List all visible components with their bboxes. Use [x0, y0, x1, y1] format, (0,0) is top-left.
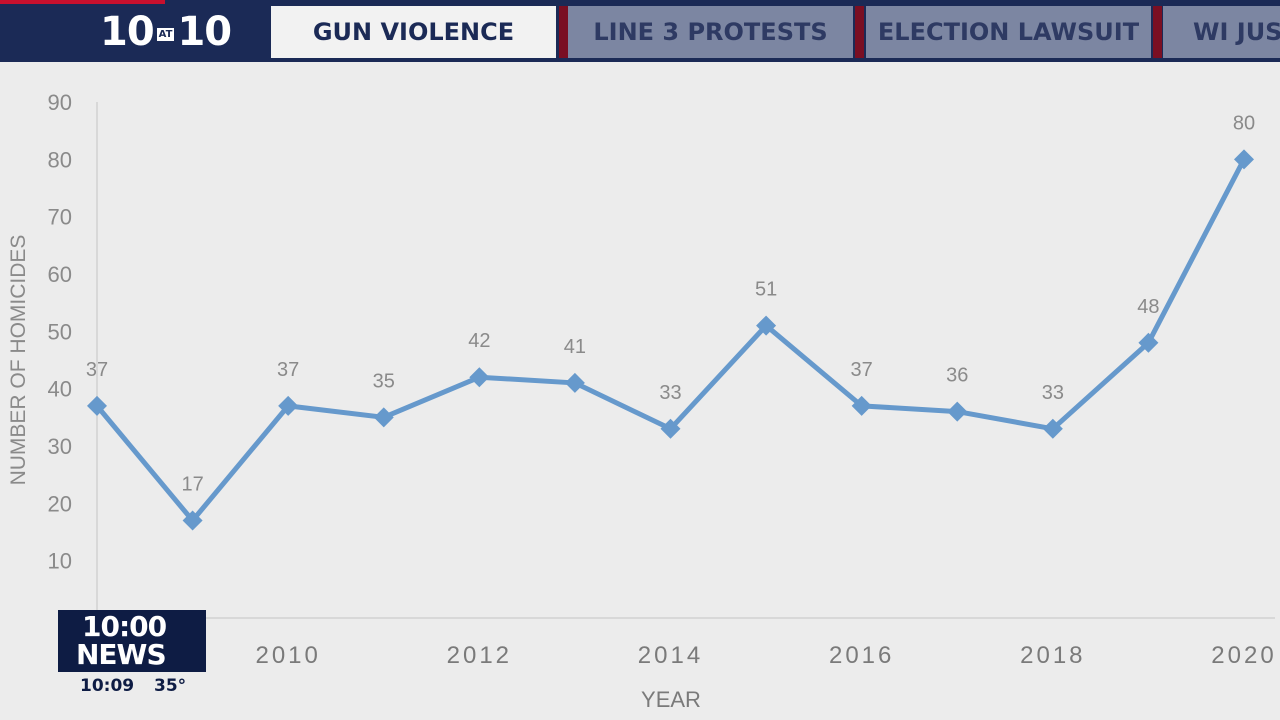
x-tick-label: 2012: [447, 642, 512, 669]
y-tick-label: 60: [48, 262, 72, 287]
data-point: [947, 401, 968, 422]
data-point: [278, 395, 299, 416]
x-tick-label: 2016: [829, 642, 894, 669]
data-point: [182, 510, 203, 531]
data-label: 37: [851, 359, 873, 381]
top-banner: 10 AT 10 GUN VIOLENCE LINE 3 PROTESTS EL…: [0, 0, 1280, 62]
y-tick-label: 70: [48, 205, 72, 230]
data-label: 51: [755, 279, 777, 301]
data-label: 80: [1233, 112, 1255, 134]
data-point: [660, 418, 681, 439]
series-line: [95, 158, 1247, 524]
bug-footer: 10:09 35°: [58, 672, 206, 698]
data-point: [564, 372, 585, 393]
tab-line-3-protests[interactable]: LINE 3 PROTESTS: [568, 6, 853, 58]
data-label: 33: [1042, 382, 1064, 404]
tab-election-lawsuit[interactable]: ELECTION LAWSUIT: [866, 6, 1151, 58]
data-point: [851, 395, 872, 416]
clock-time: 10:09: [80, 676, 135, 696]
x-tick-label: 2010: [255, 642, 320, 669]
y-tick-label: 20: [48, 491, 72, 516]
y-tick-label: 50: [48, 319, 72, 344]
homicides-line-chart: 10 20 30 40 50 60 70 80 90 NUMBER OF HOMICIDES 20…: [7, 90, 1276, 712]
data-point: [469, 367, 490, 388]
data-point: [1042, 418, 1063, 439]
data-label: 33: [659, 382, 681, 404]
data-label: 48: [1137, 296, 1159, 318]
data-label: 42: [468, 330, 490, 352]
data-point: [87, 395, 107, 416]
y-tick-label: 90: [48, 90, 72, 115]
bug-line-2: NEWS: [76, 638, 167, 671]
news-bug: 10:00 NEWS: [58, 610, 206, 672]
data-label: 35: [373, 370, 395, 392]
y-tick-label: 10: [48, 549, 72, 574]
bug-line-1: 10:00: [82, 610, 167, 643]
data-label: 37: [277, 359, 299, 381]
y-axis-title: NUMBER OF HOMICIDES: [7, 235, 30, 486]
data-label: 36: [946, 365, 968, 387]
data-point: [373, 407, 394, 428]
temperature: 35°: [154, 676, 187, 696]
tab-wi-jus[interactable]: WI JUS: [1163, 6, 1280, 58]
data-point: [1138, 332, 1159, 353]
x-tick-label: 2018: [1020, 642, 1085, 669]
logo-left: 10: [100, 9, 155, 55]
y-tick-label: 40: [48, 377, 72, 402]
x-axis-title: YEAR: [641, 687, 701, 712]
logo-right: 10: [177, 9, 232, 55]
data-label: 41: [564, 336, 586, 358]
data-point: [1234, 149, 1254, 170]
accent-line: [0, 0, 165, 4]
data-label: 37: [86, 359, 108, 381]
data-label: 17: [181, 474, 203, 496]
y-tick-label: 30: [48, 434, 72, 459]
tab-separator: [559, 6, 568, 58]
tab-gun-violence[interactable]: GUN VIOLENCE: [271, 6, 556, 58]
x-tick-label: 2014: [638, 642, 703, 669]
logo-at: AT: [156, 27, 175, 41]
x-tick-label: 2020: [1211, 642, 1276, 669]
y-tick-label: 80: [48, 147, 72, 172]
station-logo: 10 AT 10: [100, 9, 232, 55]
data-point: [756, 315, 777, 336]
tab-separator: [1153, 6, 1162, 58]
tab-separator: [855, 6, 864, 58]
